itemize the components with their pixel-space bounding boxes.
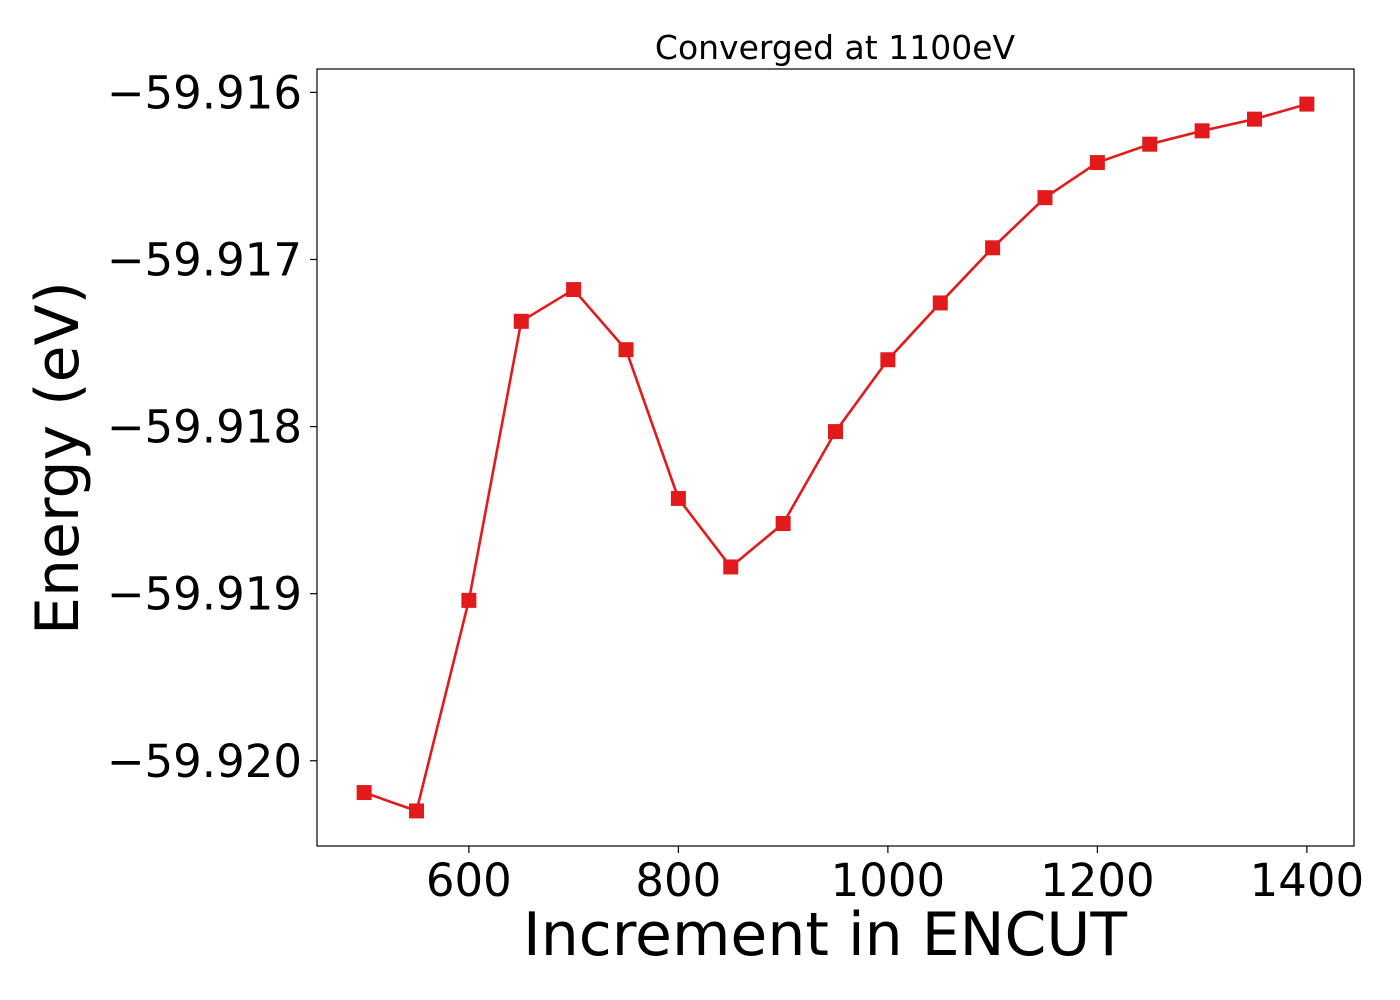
y-tick-label: −59.919 — [107, 568, 302, 621]
plot-area — [316, 68, 1355, 847]
chart-title: Converged at 1100eV — [655, 28, 1016, 67]
data-point-marker — [1299, 96, 1315, 112]
data-point-marker — [1246, 111, 1262, 127]
data-point-marker — [1037, 190, 1053, 206]
y-axis: −59.916 −59.917 −59.918 −59.919 −59.920 — [107, 66, 317, 788]
x-tick-label: 1200 — [1040, 854, 1155, 907]
data-point-marker — [670, 490, 686, 506]
x-axis-label: Increment in ENCUT — [523, 900, 1127, 970]
data-point-marker — [1142, 136, 1158, 152]
x-axis: 600 800 1000 1200 1400 — [426, 846, 1364, 907]
data-point-marker — [1089, 155, 1105, 171]
y-tick-label: −59.917 — [107, 233, 302, 286]
series-layer — [356, 96, 1315, 819]
data-point-marker — [356, 785, 372, 801]
x-tick-label: 1400 — [1250, 854, 1365, 907]
data-point-marker — [828, 424, 843, 440]
y-tick-label: −59.916 — [107, 66, 302, 119]
data-point-marker — [618, 342, 634, 358]
plot-frame — [316, 68, 1355, 847]
y-tick-label: −59.920 — [107, 735, 302, 788]
data-point-marker — [985, 240, 1001, 256]
data-point-marker — [880, 352, 896, 368]
data-point-marker — [932, 295, 948, 311]
x-tick-label: 800 — [635, 854, 721, 907]
data-point-marker — [775, 516, 791, 531]
data-point-marker — [461, 592, 477, 608]
data-point-marker — [1194, 123, 1210, 139]
data-point-marker — [723, 559, 739, 575]
data-point-marker — [566, 282, 582, 298]
data-point-marker — [513, 313, 529, 329]
x-tick-label: 600 — [426, 854, 512, 907]
y-tick-label: −59.918 — [107, 401, 302, 454]
x-tick-label: 1000 — [831, 854, 946, 907]
y-axis-label: Energy (eV) — [23, 281, 93, 635]
data-point-marker — [409, 803, 425, 819]
